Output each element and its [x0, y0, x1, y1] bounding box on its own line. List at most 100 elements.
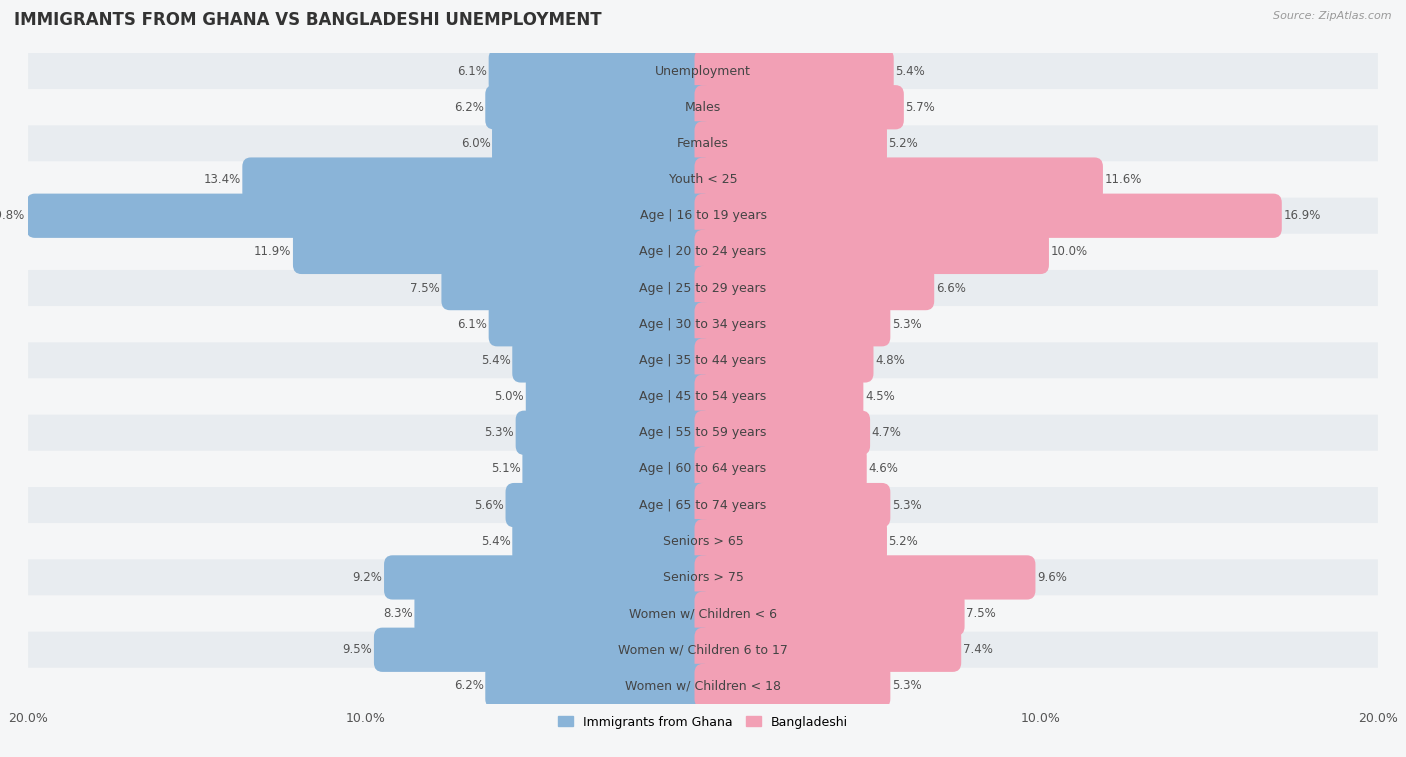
FancyBboxPatch shape: [695, 157, 1102, 201]
Text: 6.2%: 6.2%: [454, 101, 484, 114]
FancyBboxPatch shape: [27, 194, 711, 238]
Text: 4.8%: 4.8%: [875, 354, 905, 367]
FancyBboxPatch shape: [485, 85, 711, 129]
FancyBboxPatch shape: [512, 519, 711, 563]
Text: 4.6%: 4.6%: [869, 463, 898, 475]
Text: 19.8%: 19.8%: [0, 209, 25, 223]
FancyBboxPatch shape: [28, 198, 1378, 234]
FancyBboxPatch shape: [695, 85, 904, 129]
FancyBboxPatch shape: [28, 234, 1378, 270]
FancyBboxPatch shape: [695, 302, 890, 347]
Text: 5.4%: 5.4%: [481, 354, 510, 367]
Text: Seniors > 65: Seniors > 65: [662, 534, 744, 548]
Text: Women w/ Children 6 to 17: Women w/ Children 6 to 17: [619, 643, 787, 656]
FancyBboxPatch shape: [695, 194, 1282, 238]
FancyBboxPatch shape: [695, 375, 863, 419]
Text: 9.6%: 9.6%: [1038, 571, 1067, 584]
Text: 6.1%: 6.1%: [457, 64, 486, 77]
FancyBboxPatch shape: [28, 161, 1378, 198]
Text: 11.9%: 11.9%: [254, 245, 291, 258]
Text: 11.6%: 11.6%: [1105, 173, 1142, 186]
FancyBboxPatch shape: [28, 596, 1378, 631]
Text: Women w/ Children < 6: Women w/ Children < 6: [628, 607, 778, 620]
FancyBboxPatch shape: [489, 49, 711, 93]
FancyBboxPatch shape: [28, 126, 1378, 161]
Text: 7.4%: 7.4%: [963, 643, 993, 656]
Text: Source: ZipAtlas.com: Source: ZipAtlas.com: [1274, 11, 1392, 21]
Text: 5.6%: 5.6%: [474, 499, 503, 512]
Text: 5.3%: 5.3%: [891, 499, 921, 512]
Text: 5.0%: 5.0%: [495, 390, 524, 403]
FancyBboxPatch shape: [695, 519, 887, 563]
FancyBboxPatch shape: [506, 483, 711, 527]
Text: 5.3%: 5.3%: [485, 426, 515, 439]
FancyBboxPatch shape: [485, 664, 711, 708]
Text: Age | 60 to 64 years: Age | 60 to 64 years: [640, 463, 766, 475]
FancyBboxPatch shape: [695, 49, 894, 93]
Text: 6.1%: 6.1%: [457, 318, 486, 331]
FancyBboxPatch shape: [695, 628, 962, 672]
FancyBboxPatch shape: [695, 230, 1049, 274]
FancyBboxPatch shape: [695, 556, 1035, 600]
FancyBboxPatch shape: [695, 338, 873, 382]
Text: Age | 16 to 19 years: Age | 16 to 19 years: [640, 209, 766, 223]
FancyBboxPatch shape: [28, 89, 1378, 126]
Text: Age | 65 to 74 years: Age | 65 to 74 years: [640, 499, 766, 512]
Text: 4.7%: 4.7%: [872, 426, 901, 439]
FancyBboxPatch shape: [28, 631, 1378, 668]
FancyBboxPatch shape: [28, 487, 1378, 523]
FancyBboxPatch shape: [28, 668, 1378, 704]
FancyBboxPatch shape: [695, 664, 890, 708]
Text: 5.2%: 5.2%: [889, 534, 918, 548]
Text: 4.5%: 4.5%: [865, 390, 894, 403]
Text: Age | 35 to 44 years: Age | 35 to 44 years: [640, 354, 766, 367]
Text: 5.2%: 5.2%: [889, 137, 918, 150]
FancyBboxPatch shape: [28, 270, 1378, 306]
Text: 5.7%: 5.7%: [905, 101, 935, 114]
FancyBboxPatch shape: [523, 447, 711, 491]
Text: 6.2%: 6.2%: [454, 680, 484, 693]
Text: 10.0%: 10.0%: [1050, 245, 1088, 258]
FancyBboxPatch shape: [28, 342, 1378, 378]
FancyBboxPatch shape: [695, 121, 887, 166]
Text: Seniors > 75: Seniors > 75: [662, 571, 744, 584]
FancyBboxPatch shape: [28, 378, 1378, 415]
FancyBboxPatch shape: [695, 266, 934, 310]
Text: Age | 55 to 59 years: Age | 55 to 59 years: [640, 426, 766, 439]
Text: Age | 45 to 54 years: Age | 45 to 54 years: [640, 390, 766, 403]
Text: 5.4%: 5.4%: [896, 64, 925, 77]
Text: 9.5%: 9.5%: [343, 643, 373, 656]
Text: 7.5%: 7.5%: [966, 607, 995, 620]
FancyBboxPatch shape: [28, 53, 1378, 89]
FancyBboxPatch shape: [695, 410, 870, 455]
Text: 5.4%: 5.4%: [481, 534, 510, 548]
FancyBboxPatch shape: [384, 556, 711, 600]
Text: IMMIGRANTS FROM GHANA VS BANGLADESHI UNEMPLOYMENT: IMMIGRANTS FROM GHANA VS BANGLADESHI UNE…: [14, 11, 602, 30]
Legend: Immigrants from Ghana, Bangladeshi: Immigrants from Ghana, Bangladeshi: [554, 711, 852, 734]
FancyBboxPatch shape: [695, 447, 866, 491]
FancyBboxPatch shape: [242, 157, 711, 201]
Text: Women w/ Children < 18: Women w/ Children < 18: [626, 680, 780, 693]
Text: 6.6%: 6.6%: [936, 282, 966, 294]
FancyBboxPatch shape: [695, 483, 890, 527]
FancyBboxPatch shape: [28, 451, 1378, 487]
FancyBboxPatch shape: [441, 266, 711, 310]
FancyBboxPatch shape: [516, 410, 711, 455]
Text: Females: Females: [678, 137, 728, 150]
Text: 5.1%: 5.1%: [491, 463, 520, 475]
Text: Unemployment: Unemployment: [655, 64, 751, 77]
FancyBboxPatch shape: [526, 375, 711, 419]
Text: Age | 25 to 29 years: Age | 25 to 29 years: [640, 282, 766, 294]
Text: Age | 20 to 24 years: Age | 20 to 24 years: [640, 245, 766, 258]
FancyBboxPatch shape: [489, 302, 711, 347]
Text: 5.3%: 5.3%: [891, 680, 921, 693]
Text: 13.4%: 13.4%: [204, 173, 240, 186]
FancyBboxPatch shape: [28, 415, 1378, 451]
Text: 7.5%: 7.5%: [411, 282, 440, 294]
FancyBboxPatch shape: [512, 338, 711, 382]
FancyBboxPatch shape: [695, 591, 965, 636]
Text: 5.3%: 5.3%: [891, 318, 921, 331]
Text: Youth < 25: Youth < 25: [669, 173, 737, 186]
Text: 9.2%: 9.2%: [353, 571, 382, 584]
FancyBboxPatch shape: [28, 306, 1378, 342]
